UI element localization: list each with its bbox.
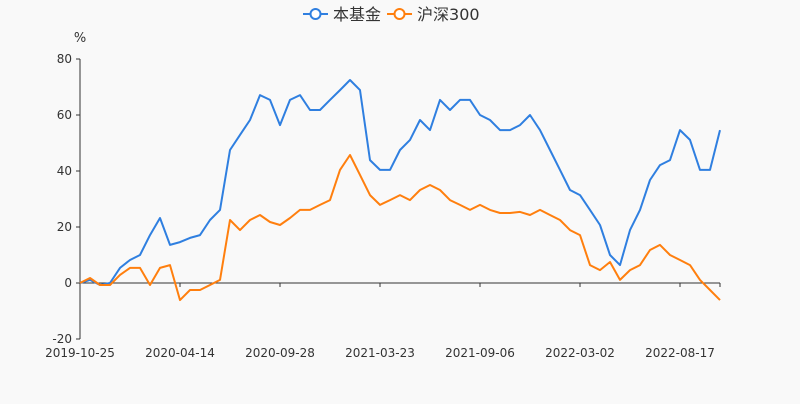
y-tick-label: 60	[57, 108, 72, 122]
legend-label: 本基金	[333, 5, 381, 24]
legend-circle-icon	[393, 8, 406, 20]
y-tick-label: 0	[64, 276, 72, 290]
legend-item-csi300[interactable]: 沪深300	[387, 5, 480, 24]
x-tick-label: 2021-09-06	[445, 346, 515, 360]
x-tick-label: 2021-03-23	[345, 346, 415, 360]
y-tick-label: 20	[57, 220, 72, 234]
x-tick-label: 2022-03-02	[545, 346, 615, 360]
x-tick-label: 2019-10-25	[45, 346, 115, 360]
legend-label: 沪深300	[417, 5, 480, 24]
x-tick-label: 2020-04-14	[145, 346, 215, 360]
y-tick-label: 40	[57, 164, 72, 178]
y-tick-label: -20	[52, 332, 72, 346]
x-tick-label: 2020-09-28	[245, 346, 315, 360]
y-unit-label: %	[74, 31, 86, 46]
x-tick-label: 2022-08-17	[645, 346, 715, 360]
y-tick-label: 80	[57, 52, 72, 66]
legend[interactable]: 本基金 沪深300	[303, 5, 480, 24]
series-line-csi300	[79, 154, 721, 302]
legend-item-fund[interactable]: 本基金	[303, 5, 381, 24]
series-line-fund	[79, 79, 721, 286]
legend-circle-icon	[309, 8, 322, 20]
